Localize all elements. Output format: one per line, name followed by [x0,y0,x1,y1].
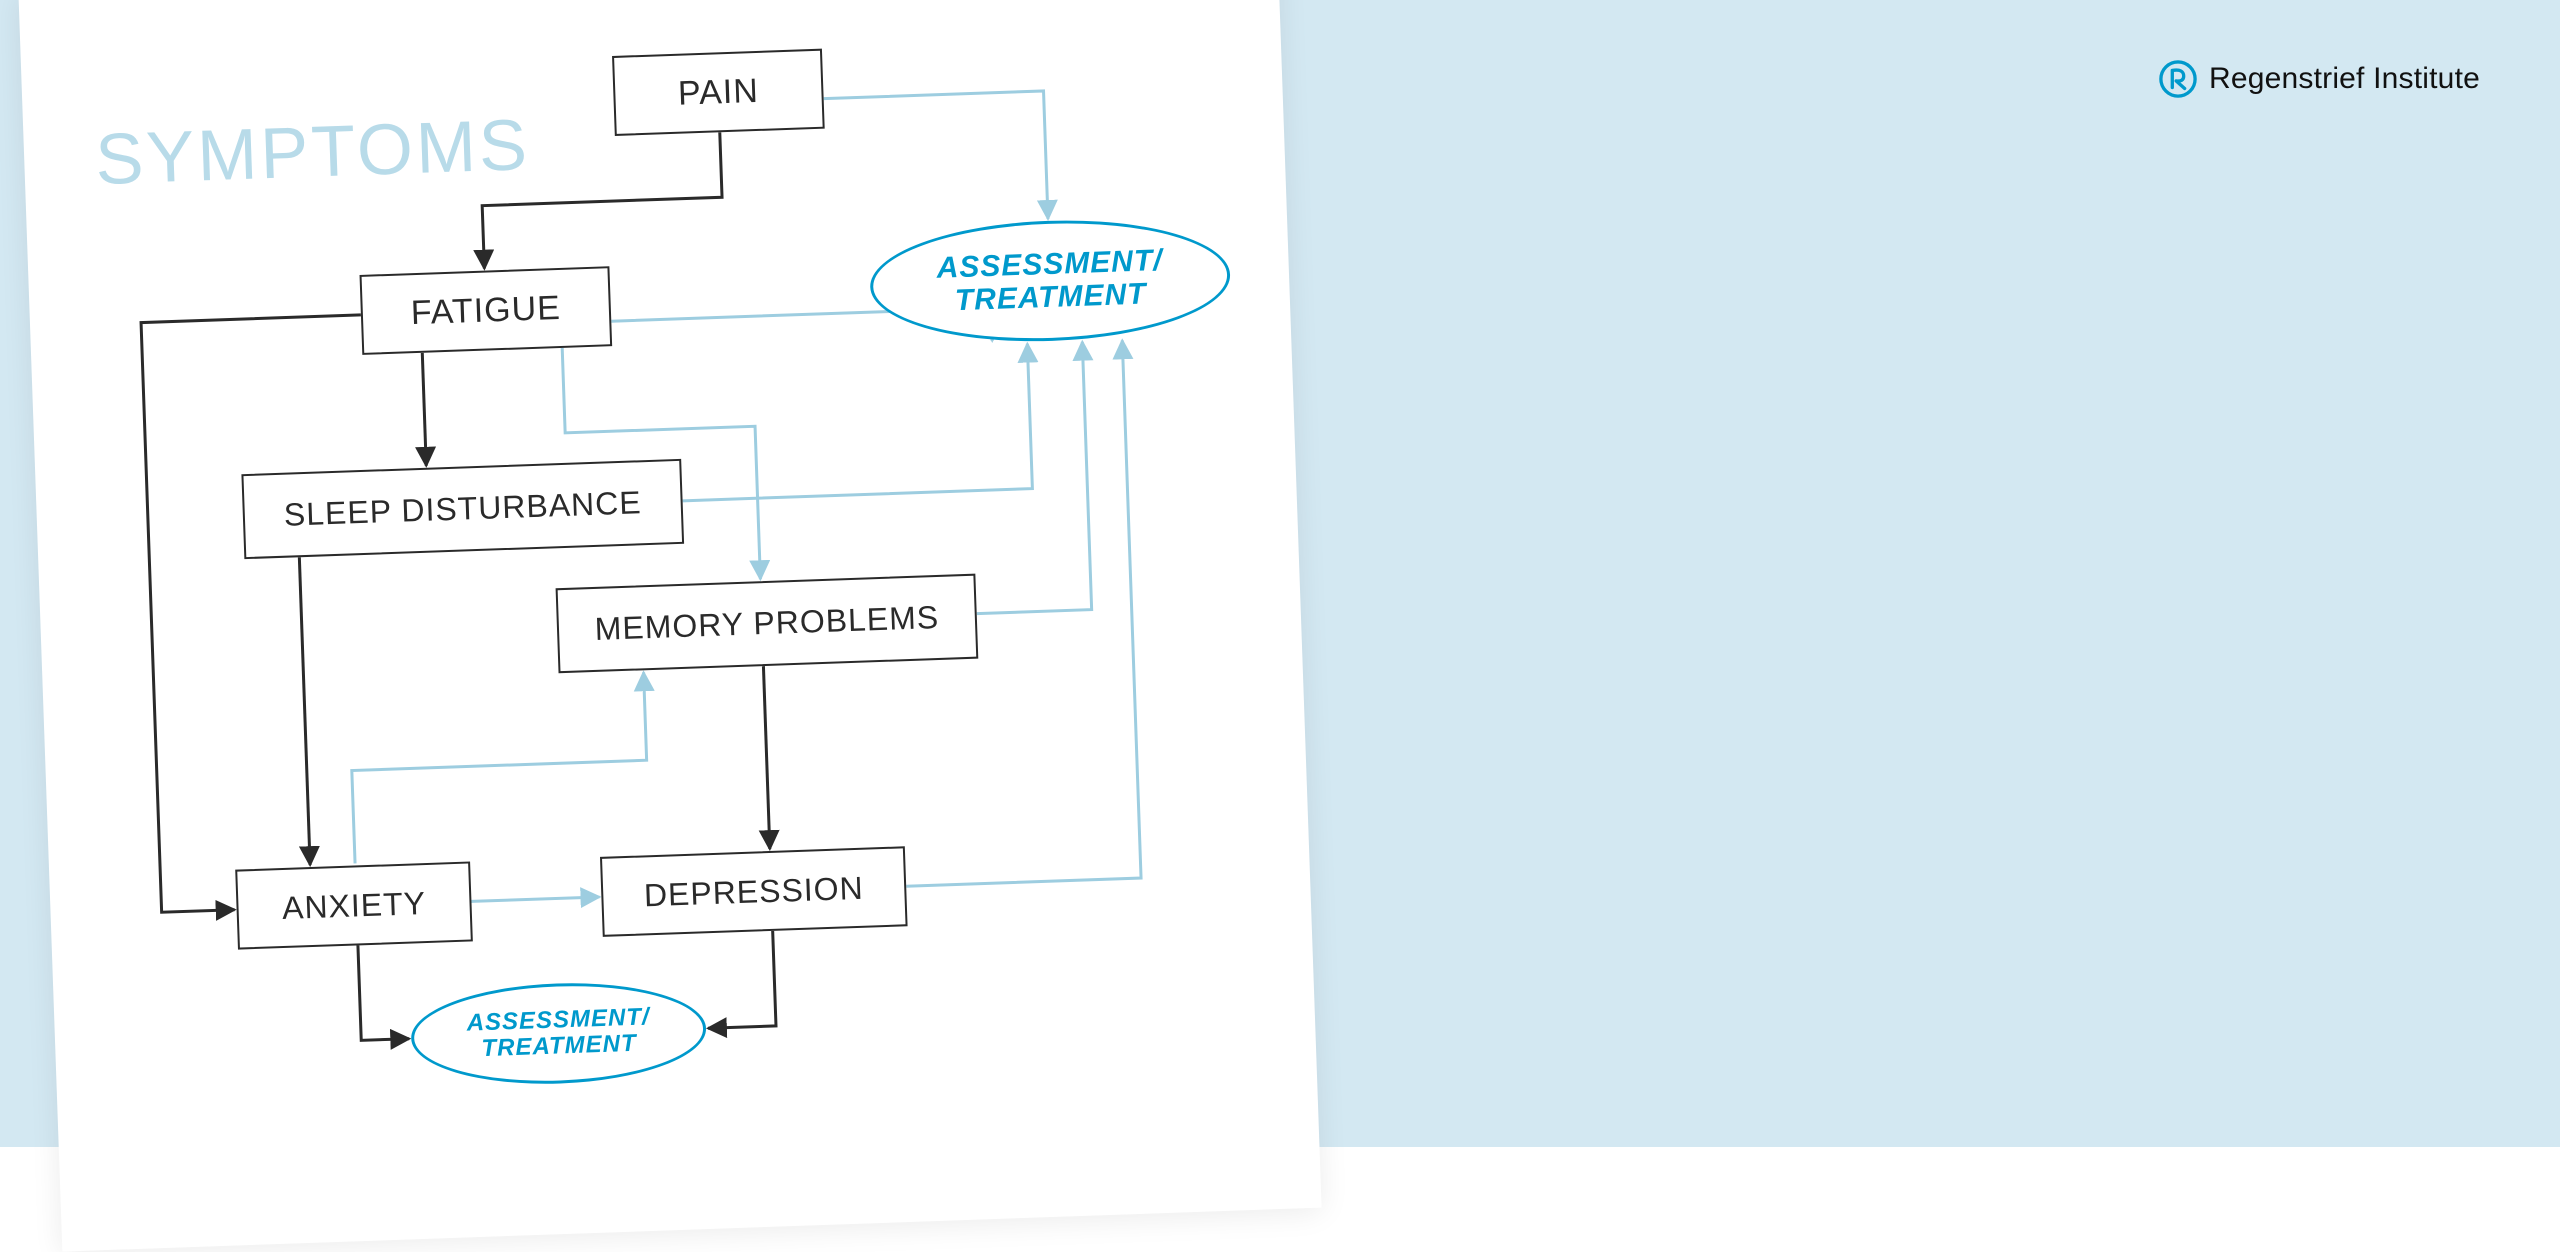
logo-icon [2159,60,2197,98]
node-fatigue: FATIGUE [360,266,613,355]
node-anxiety: ANXIETY [235,861,473,949]
node-depression: DEPRESSION [600,846,908,937]
node-sleep: SLEEP DISTURBANCE [241,459,684,559]
infographic-canvas: SYMPTOMS [0,0,2560,1147]
node-memory: MEMORY PROBLEMS [556,574,979,674]
symptoms-heading: SYMPTOMS [94,104,531,201]
node-assessment-top: ASSESSMENT/ TREATMENT [868,215,1232,347]
right-panel: Regenstrief Institute SYMTRAK-8 QUESTION… [1300,0,2560,1147]
flowchart-container: SYMPTOMS [0,0,1320,1169]
node-assessment-bottom: ASSESSMENT/ TREATMENT [409,978,707,1088]
left-panel: SYMPTOMS [0,0,1300,1147]
logo: Regenstrief Institute [2159,60,2480,98]
logo-text: Regenstrief Institute [2209,62,2480,96]
node-pain: PAIN [612,49,825,136]
